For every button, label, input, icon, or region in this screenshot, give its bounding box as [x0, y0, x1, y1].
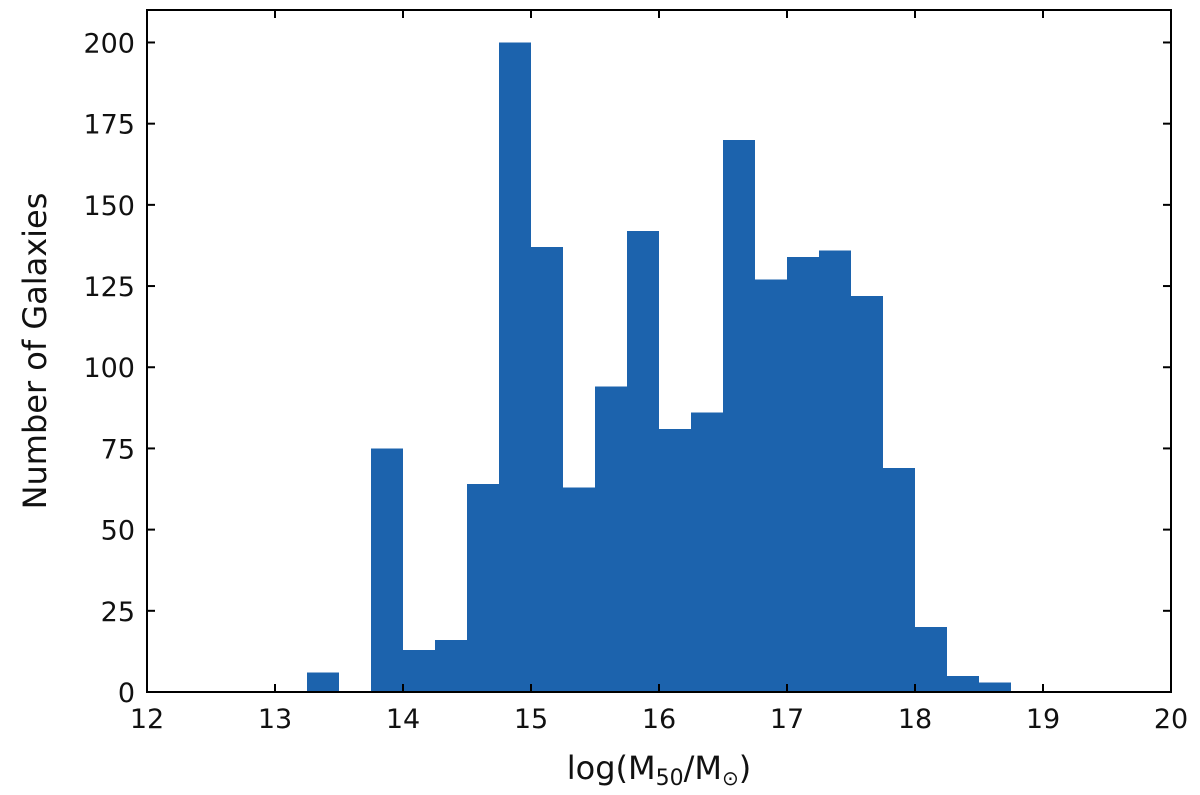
- histogram-bar: [499, 42, 531, 692]
- y-tick-label: 25: [101, 597, 135, 628]
- x-tick-label: 15: [514, 704, 548, 735]
- histogram-bars: [307, 42, 1011, 693]
- histogram-bar: [755, 279, 787, 692]
- y-tick-labels: 0 25 50 75 100 125 150 175 200: [83, 28, 135, 709]
- axis-ticks: [146, 10, 1172, 693]
- histogram-bar: [787, 256, 819, 692]
- histogram-bar: [915, 627, 947, 692]
- x-tick-label: 20: [1154, 704, 1188, 735]
- x-tick-label: 13: [258, 704, 292, 735]
- x-tick-label: 12: [130, 704, 164, 735]
- histogram-bar: [819, 250, 851, 693]
- histogram-bar: [595, 386, 627, 692]
- histogram-bar: [691, 412, 723, 692]
- y-tick-label: 175: [83, 110, 135, 141]
- histogram-bar: [659, 428, 691, 692]
- histogram-bar: [947, 675, 979, 692]
- x-tick-label: 16: [642, 704, 676, 735]
- x-tick-label: 19: [1026, 704, 1060, 735]
- histogram-bar: [883, 467, 915, 692]
- x-tick-labels: 12 13 14 15 16 17 18 19 20: [130, 704, 1188, 735]
- x-tick-label: 17: [770, 704, 804, 735]
- histogram-bar: [403, 649, 435, 692]
- x-axis-label: log(M50/M⊙): [567, 749, 752, 791]
- histogram-bar: [851, 295, 883, 692]
- y-tick-label: 200: [83, 28, 135, 59]
- histogram-bar: [467, 484, 499, 692]
- histogram-bar: [979, 682, 1011, 692]
- histogram-bar: [563, 487, 595, 692]
- histogram-bar: [435, 640, 467, 692]
- y-tick-label: 50: [101, 516, 135, 547]
- y-tick-label: 0: [118, 678, 135, 709]
- y-tick-label: 125: [83, 272, 135, 303]
- x-tick-label: 14: [386, 704, 420, 735]
- y-tick-label: 100: [83, 353, 135, 384]
- x-tick-label: 18: [898, 704, 932, 735]
- histogram-bar: [307, 672, 339, 692]
- y-axis-label: Number of Galaxies: [16, 193, 54, 510]
- histogram-bar: [627, 230, 659, 693]
- y-tick-label: 150: [83, 191, 135, 222]
- histogram-bar: [531, 247, 563, 693]
- histogram-bar: [371, 448, 403, 692]
- y-tick-label: 75: [101, 434, 135, 465]
- histogram-bar: [723, 139, 755, 692]
